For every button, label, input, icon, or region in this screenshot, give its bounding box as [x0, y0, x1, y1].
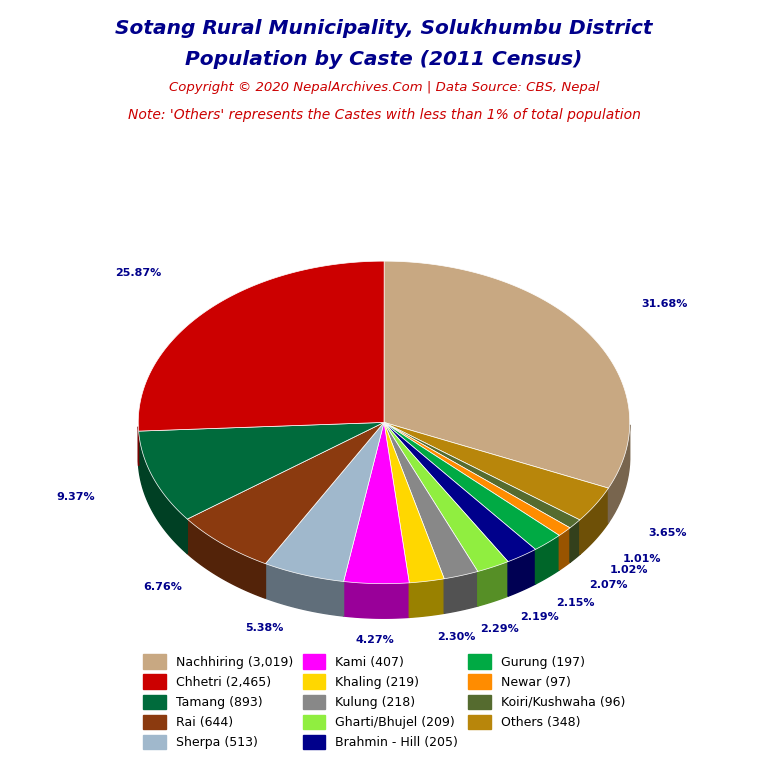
Polygon shape [343, 581, 409, 618]
Text: 4.27%: 4.27% [355, 635, 394, 645]
Text: 2.30%: 2.30% [438, 632, 476, 642]
Polygon shape [570, 520, 580, 562]
Text: Sotang Rural Municipality, Solukhumbu District: Sotang Rural Municipality, Solukhumbu Di… [115, 19, 653, 38]
Text: 1.01%: 1.01% [623, 554, 661, 564]
Polygon shape [187, 422, 384, 564]
Text: Note: 'Others' represents the Castes with less than 1% of total population: Note: 'Others' represents the Castes wit… [127, 108, 641, 121]
Polygon shape [444, 571, 478, 614]
Polygon shape [384, 422, 559, 549]
Polygon shape [384, 261, 630, 488]
Polygon shape [559, 528, 570, 570]
Polygon shape [478, 561, 508, 606]
Text: 6.76%: 6.76% [144, 581, 183, 591]
Text: 1.02%: 1.02% [610, 565, 648, 575]
Polygon shape [409, 579, 444, 617]
Polygon shape [580, 488, 608, 554]
Text: 9.37%: 9.37% [57, 492, 95, 502]
Polygon shape [508, 549, 535, 596]
Text: 2.29%: 2.29% [481, 624, 519, 634]
Text: 31.68%: 31.68% [642, 299, 688, 309]
Polygon shape [384, 422, 478, 579]
Polygon shape [138, 431, 187, 554]
Polygon shape [384, 422, 535, 561]
Polygon shape [384, 422, 608, 520]
Text: 2.15%: 2.15% [557, 598, 595, 607]
Polygon shape [187, 519, 266, 598]
Polygon shape [138, 261, 384, 431]
Text: Population by Caste (2011 Census): Population by Caste (2011 Census) [185, 50, 583, 69]
Polygon shape [535, 535, 559, 584]
Polygon shape [384, 422, 570, 535]
Polygon shape [384, 422, 444, 583]
Text: Copyright © 2020 NepalArchives.Com | Data Source: CBS, Nepal: Copyright © 2020 NepalArchives.Com | Dat… [169, 81, 599, 94]
Text: 25.87%: 25.87% [114, 267, 161, 277]
Legend: Nachhiring (3,019), Chhetri (2,465), Tamang (893), Rai (644), Sherpa (513), Kami: Nachhiring (3,019), Chhetri (2,465), Tam… [138, 650, 630, 754]
Polygon shape [384, 422, 580, 528]
Polygon shape [608, 425, 630, 523]
Polygon shape [266, 564, 343, 616]
Text: 5.38%: 5.38% [245, 623, 283, 633]
Text: 3.65%: 3.65% [648, 528, 687, 538]
Polygon shape [384, 422, 508, 571]
Text: 2.19%: 2.19% [521, 612, 559, 623]
Polygon shape [343, 422, 409, 584]
Polygon shape [266, 422, 384, 581]
Polygon shape [138, 422, 384, 519]
Text: 2.07%: 2.07% [588, 580, 627, 590]
